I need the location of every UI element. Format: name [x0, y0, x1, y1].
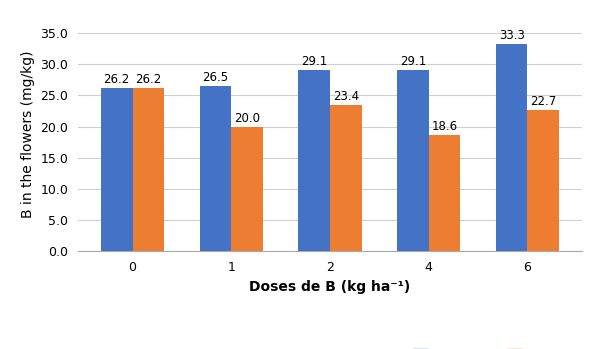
Bar — [200, 86, 231, 251]
Bar — [231, 127, 263, 251]
Text: 26.2: 26.2 — [135, 73, 161, 86]
Bar — [429, 135, 460, 251]
Bar — [101, 88, 133, 251]
Text: 26.5: 26.5 — [202, 71, 229, 84]
Text: 22.7: 22.7 — [530, 95, 556, 108]
Y-axis label: B in the flowers (mg/kg): B in the flowers (mg/kg) — [21, 51, 35, 218]
Text: 29.1: 29.1 — [301, 55, 328, 68]
Text: 23.4: 23.4 — [333, 90, 359, 104]
Text: 29.1: 29.1 — [400, 55, 426, 68]
Bar — [397, 70, 429, 251]
Text: 20.0: 20.0 — [234, 112, 260, 125]
Bar — [330, 105, 362, 251]
X-axis label: Doses de B (kg ha⁻¹): Doses de B (kg ha⁻¹) — [250, 280, 410, 294]
Text: 26.2: 26.2 — [104, 73, 130, 86]
Bar — [298, 70, 330, 251]
Bar — [133, 88, 164, 251]
Text: 18.6: 18.6 — [431, 120, 458, 133]
Bar — [527, 110, 559, 251]
Bar — [496, 44, 527, 251]
Text: 33.3: 33.3 — [499, 29, 524, 42]
Legend: Granubor, Ulexita: Granubor, Ulexita — [408, 344, 581, 349]
